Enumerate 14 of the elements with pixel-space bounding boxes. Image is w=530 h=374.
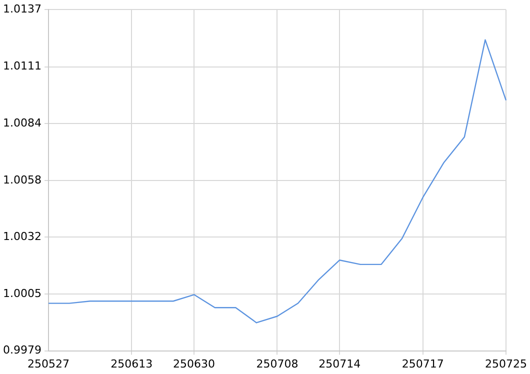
x-tick-label: 250613 <box>110 357 153 370</box>
x-tick-label: 250725 <box>485 357 528 370</box>
y-tick-label: 1.0005 <box>2 286 42 300</box>
y-tick-label: 1.0084 <box>2 116 42 130</box>
x-tick-label: 250630 <box>173 357 216 370</box>
y-tick-label: 1.0137 <box>2 2 42 16</box>
y-tick-label: 1.0032 <box>2 230 42 244</box>
x-tick-label: 250708 <box>256 357 298 370</box>
x-tick-label: 250527 <box>27 357 70 370</box>
y-tick-label: 1.0111 <box>2 60 42 73</box>
x-tick-label: 250714 <box>318 357 361 370</box>
y-tick-label: 0.9979 <box>2 344 42 357</box>
y-tick-label: 1.0058 <box>2 173 42 186</box>
x-tick-label: 250717 <box>402 357 444 370</box>
